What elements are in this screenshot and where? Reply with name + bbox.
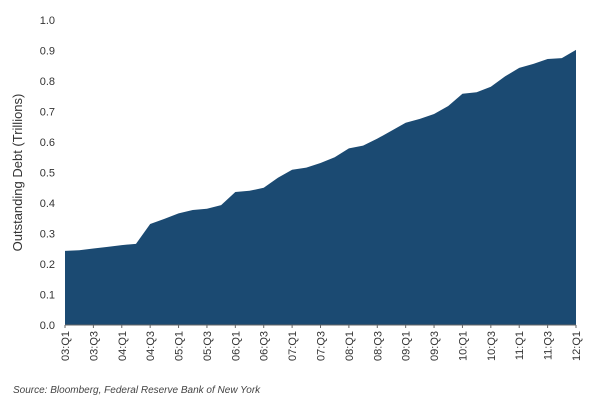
y-tick-label: 0.7 (40, 107, 55, 119)
x-tick-label: 10:Q1 (457, 331, 469, 361)
x-tick-label: 04:Q1 (117, 331, 129, 361)
x-tick-label: 07:Q1 (287, 331, 299, 361)
x-tick-label: 05:Q3 (202, 331, 214, 361)
x-tick-label: 08:Q3 (372, 331, 384, 361)
y-tick-label: 0.6 (40, 137, 55, 149)
x-axis-ticks: 03:Q1 03:Q3 04:Q1 04:Q3 05:Q1 05:Q3 06:Q1 06:Q3… (60, 325, 583, 361)
outstanding-debt-area (65, 49, 576, 325)
x-tick-label: 09:Q3 (429, 331, 441, 361)
source-note: Source: Bloomberg, Federal Reserve Bank … (13, 385, 261, 396)
x-tick-label: 06:Q1 (230, 331, 242, 361)
y-tick-label: 0.8 (40, 76, 55, 88)
x-tick-label: 10:Q3 (486, 331, 498, 361)
y-tick-label: 0.1 (40, 290, 55, 302)
y-tick-label: 0.5 (40, 168, 55, 180)
x-tick-label: 12:Q1 (571, 331, 583, 361)
x-tick-label: 11:Q3 (543, 331, 555, 360)
x-tick-label: 07:Q3 (316, 331, 328, 361)
y-axis-ticks: 0.0 0.1 0.2 0.3 0.4 0.5 0.6 0.7 0.8 0.9 1.0 (40, 15, 55, 332)
x-tick-label: 04:Q3 (145, 331, 157, 361)
x-tick-label: 03:Q3 (88, 331, 100, 361)
y-tick-label: 0.3 (40, 229, 55, 241)
x-tick-label: 08:Q1 (344, 331, 356, 361)
x-tick-label: 05:Q1 (174, 331, 186, 361)
y-tick-label: 0.4 (40, 198, 55, 210)
x-tick-label: 09:Q1 (401, 331, 413, 361)
x-tick-label: 03:Q1 (60, 331, 72, 361)
x-tick-label: 06:Q3 (259, 331, 271, 361)
y-tick-label: 0.0 (40, 320, 55, 332)
x-tick-label: 11:Q1 (514, 331, 526, 360)
y-tick-label: 0.9 (40, 46, 55, 58)
y-axis-title: Outstanding Debt (Trillions) (10, 94, 25, 252)
y-tick-label: 0.2 (40, 259, 55, 271)
y-tick-label: 1.0 (40, 15, 55, 27)
